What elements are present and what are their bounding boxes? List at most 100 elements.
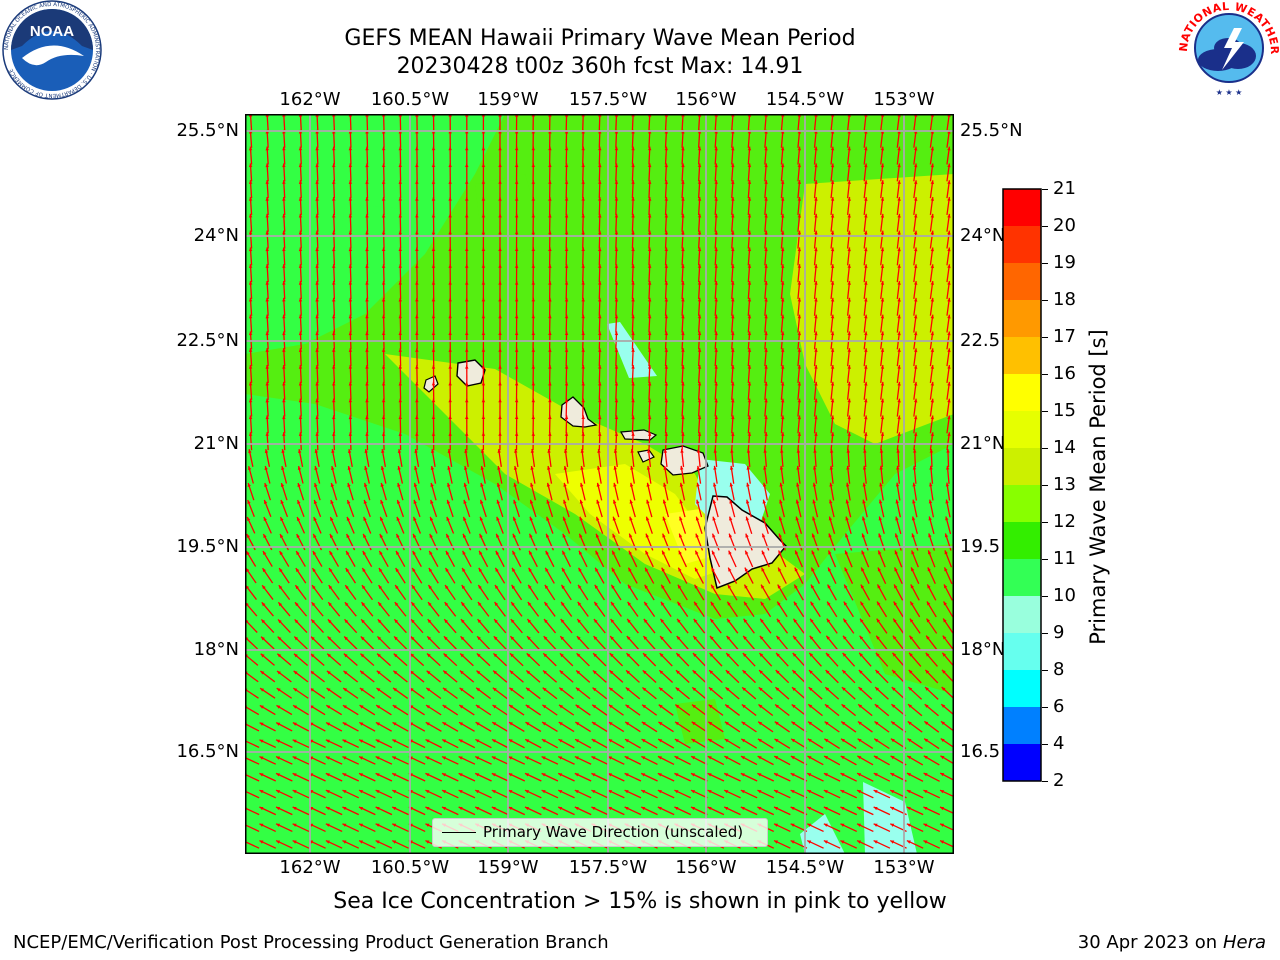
- wave-arrow-head: [731, 247, 735, 252]
- wave-arrow-head: [298, 180, 303, 184]
- wave-arrow-head: [697, 281, 702, 285]
- wave-arrow-head: [465, 146, 469, 151]
- wave-arrow-head: [411, 619, 415, 624]
- wave-arrow-head: [707, 806, 712, 811]
- wave-arrow-head: [697, 163, 702, 168]
- wave-arrow-head: [746, 482, 750, 487]
- wave-arrow-head: [681, 163, 685, 168]
- wave-arrow-head: [780, 449, 784, 453]
- wave-arrow-head: [847, 415, 851, 420]
- wave-arrow-head: [410, 653, 415, 658]
- wave-arrow-head: [480, 499, 484, 504]
- wave-arrow-head: [463, 466, 468, 470]
- wave-arrow-head: [874, 738, 879, 743]
- wave-arrow-head: [295, 602, 299, 607]
- wave-arrow-head: [745, 516, 750, 521]
- wave-arrow-head: [894, 567, 898, 572]
- wave-arrow-head: [814, 163, 818, 168]
- wave-arrow-head: [265, 146, 269, 151]
- wave-arrow-head: [608, 773, 613, 777]
- wave-arrow-head: [514, 247, 519, 252]
- wave-arrow-head: [259, 739, 264, 743]
- wave-arrow-head: [493, 636, 498, 641]
- wave-arrow-head: [325, 806, 330, 811]
- wave-arrow-head: [392, 823, 397, 827]
- wave-arrow-head: [478, 567, 483, 572]
- wave-arrow-head: [642, 670, 647, 675]
- wave-arrow-head: [259, 722, 264, 726]
- wave-arrow-head: [525, 739, 530, 743]
- wave-arrow-head: [546, 516, 550, 521]
- wave-arrow-head: [561, 567, 566, 572]
- wave-arrow-head: [631, 432, 635, 436]
- wave-arrow-head: [812, 499, 816, 504]
- wave-arrow-head: [531, 365, 536, 369]
- wave-arrow-head: [647, 264, 652, 268]
- wave-arrow-head: [313, 516, 317, 521]
- wave-arrow-head: [696, 499, 700, 504]
- wave-arrow-head: [840, 806, 845, 811]
- wave-arrow-head: [293, 705, 298, 709]
- wave-arrow-head: [758, 687, 763, 691]
- wave-arrow-head: [861, 567, 865, 572]
- wave-arrow-head: [724, 790, 729, 794]
- wave-arrow-head: [807, 738, 812, 743]
- wave-arrow-head: [647, 247, 652, 252]
- wave-arrow-head: [348, 213, 353, 218]
- wave-arrow-head: [764, 348, 768, 352]
- wave-arrow-head: [442, 687, 447, 692]
- wave-arrow-head: [707, 756, 712, 760]
- wave-arrow-head: [864, 230, 868, 235]
- wave-arrow-head: [425, 739, 430, 743]
- wave-arrow-head: [675, 687, 680, 692]
- wave-arrow-head: [315, 197, 319, 201]
- colorbar-tick-label: 20: [1053, 215, 1076, 236]
- wave-arrow-head: [344, 602, 349, 607]
- wave-arrow-head: [830, 213, 835, 218]
- wave-arrow-head: [625, 721, 630, 726]
- wave-arrow-head: [465, 180, 469, 184]
- wave-arrow-head: [544, 584, 549, 589]
- wave-arrow-head: [315, 213, 319, 218]
- wave-arrow-head: [548, 381, 552, 386]
- colorbar-tick-mark: [1042, 300, 1048, 301]
- wave-arrow-head: [315, 381, 319, 386]
- wave-arrow-head: [808, 687, 813, 691]
- wave-arrow-head: [365, 381, 369, 386]
- wave-arrow-head: [741, 721, 746, 726]
- wave-arrow-head: [394, 602, 399, 607]
- wave-arrow-head: [947, 281, 951, 285]
- wave-arrow-head: [276, 739, 281, 743]
- wave-arrow-head: [662, 550, 666, 555]
- wave-arrow-head: [764, 230, 768, 235]
- wave-arrow-head: [398, 247, 403, 252]
- wave-arrow-head: [259, 705, 264, 709]
- wave-arrow-head: [840, 790, 845, 794]
- wave-arrow-head: [541, 739, 546, 743]
- wave-arrow-head: [945, 499, 949, 504]
- wave-arrow-head: [514, 146, 519, 151]
- wave-arrow-head: [709, 653, 714, 657]
- wave-arrow-head: [624, 806, 629, 811]
- wave-arrow-head: [342, 705, 347, 709]
- wave-arrow-head: [311, 619, 316, 624]
- wave-arrow-head: [930, 331, 935, 336]
- wave-arrow-head: [276, 773, 281, 777]
- wave-arrow-head: [496, 516, 500, 521]
- wave-arrow-head: [415, 331, 419, 336]
- wave-arrow-head: [695, 550, 699, 555]
- wave-arrow-head: [824, 721, 829, 726]
- colorbar-segment: [1003, 485, 1041, 523]
- wave-arrow-head: [447, 449, 452, 453]
- colorbar-tick-label: 13: [1053, 474, 1076, 495]
- wave-arrow-head: [747, 348, 752, 352]
- wave-arrow-head: [631, 314, 635, 319]
- wave-arrow-head: [280, 534, 284, 539]
- wave-arrow-head: [777, 601, 781, 606]
- wave-arrow-head: [664, 314, 669, 319]
- colorbar-tick-mark: [1042, 559, 1048, 560]
- lon-label-top: 162°W: [279, 89, 341, 110]
- wave-arrow-head: [431, 163, 436, 168]
- wave-arrow-head: [714, 146, 718, 151]
- wave-arrow-head: [445, 550, 450, 555]
